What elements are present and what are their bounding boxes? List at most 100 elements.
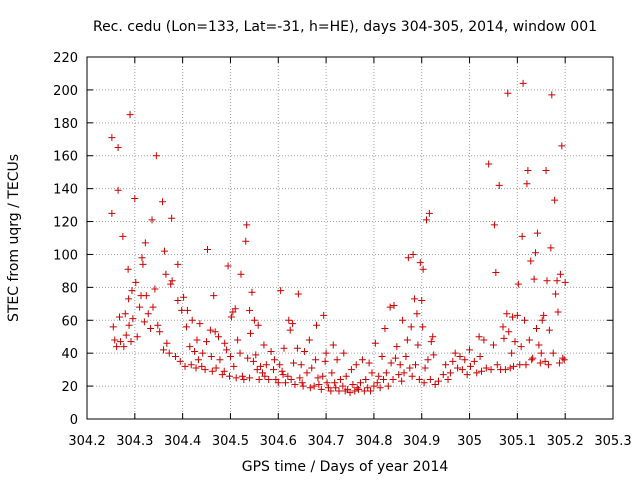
data-point xyxy=(489,341,497,349)
data-point xyxy=(186,343,194,351)
data-point xyxy=(204,246,212,254)
data-point xyxy=(407,323,415,331)
data-point xyxy=(398,377,406,385)
data-point xyxy=(485,160,493,168)
y-tick-label: 60 xyxy=(61,314,78,329)
data-point xyxy=(542,167,550,175)
data-point xyxy=(121,310,129,318)
data-point xyxy=(313,321,321,329)
data-point xyxy=(312,356,320,364)
data-point xyxy=(194,356,202,364)
data-point xyxy=(167,280,175,288)
data-point xyxy=(511,338,519,346)
data-point xyxy=(384,382,392,390)
data-point xyxy=(253,366,261,374)
data-point xyxy=(279,371,287,379)
data-point xyxy=(532,325,540,332)
y-tick-labels: 0 20 40 60 80 100 120 140 160 180 200 220 xyxy=(53,51,78,428)
data-point xyxy=(323,379,331,387)
data-point xyxy=(415,376,423,384)
data-point xyxy=(490,221,498,229)
data-point xyxy=(171,352,179,360)
data-point xyxy=(192,364,200,372)
data-point xyxy=(543,277,551,285)
data-point xyxy=(265,376,273,384)
data-point xyxy=(216,356,224,364)
data-point xyxy=(329,341,337,349)
data-point xyxy=(525,336,533,344)
data-point xyxy=(510,362,518,370)
data-point xyxy=(144,310,152,318)
data-point xyxy=(141,239,149,247)
data-point xyxy=(423,216,431,224)
data-point xyxy=(506,364,514,372)
data-point xyxy=(499,323,507,331)
data-point xyxy=(221,339,229,347)
y-axis-label: STEC from uqrg / TECUs xyxy=(6,154,22,322)
data-point xyxy=(387,359,395,367)
data-point xyxy=(463,371,471,379)
data-point xyxy=(206,326,214,334)
data-point xyxy=(544,361,552,369)
data-point xyxy=(244,354,252,362)
data-point xyxy=(406,364,414,372)
data-point xyxy=(399,316,407,324)
x-tick-label: 304.6 xyxy=(260,434,297,449)
data-point xyxy=(299,382,307,390)
data-point xyxy=(132,278,140,286)
data-point xyxy=(503,310,511,318)
y-tick-label: 80 xyxy=(61,281,78,296)
data-point xyxy=(116,313,124,321)
data-point xyxy=(429,333,437,341)
data-point xyxy=(362,376,370,384)
grid-lines xyxy=(87,57,613,419)
data-point xyxy=(444,376,452,384)
data-point xyxy=(530,275,538,283)
data-point xyxy=(442,361,450,369)
data-point xyxy=(501,366,509,374)
data-point xyxy=(122,331,130,339)
data-point xyxy=(298,379,306,387)
data-point xyxy=(270,356,278,364)
data-point xyxy=(509,313,517,321)
data-point xyxy=(160,247,168,255)
data-point xyxy=(537,349,545,357)
x-tick-label: 305.2 xyxy=(547,434,584,449)
y-tick-label: 40 xyxy=(61,347,78,362)
data-point xyxy=(232,374,240,382)
data-point xyxy=(504,89,512,97)
data-point xyxy=(408,372,416,380)
data-point xyxy=(227,313,235,321)
data-point xyxy=(306,384,314,392)
data-point xyxy=(224,262,232,270)
data-point xyxy=(480,336,488,344)
data-point xyxy=(159,198,167,206)
y-tick-label: 20 xyxy=(61,380,78,395)
data-point xyxy=(371,339,379,347)
data-point xyxy=(521,316,529,324)
data-point xyxy=(551,196,559,204)
data-point xyxy=(131,195,139,203)
data-point xyxy=(269,366,277,374)
data-point xyxy=(547,244,555,252)
data-point xyxy=(321,357,329,365)
x-axis-label: GPS time / Days of year 2014 xyxy=(242,459,449,475)
data-point xyxy=(230,362,238,370)
data-point xyxy=(152,152,160,160)
data-point xyxy=(373,379,381,387)
data-point xyxy=(207,352,215,360)
y-tick-label: 120 xyxy=(53,216,78,231)
data-point xyxy=(168,214,176,222)
data-point xyxy=(240,376,248,384)
data-point xyxy=(247,329,255,337)
data-point xyxy=(458,366,466,374)
data-point xyxy=(346,389,354,397)
data-point xyxy=(395,371,403,379)
data-point xyxy=(391,354,399,362)
data-point xyxy=(413,310,421,318)
axis-ticks xyxy=(86,56,614,420)
data-point xyxy=(193,336,201,344)
data-point xyxy=(519,79,527,87)
data-point xyxy=(128,287,136,295)
